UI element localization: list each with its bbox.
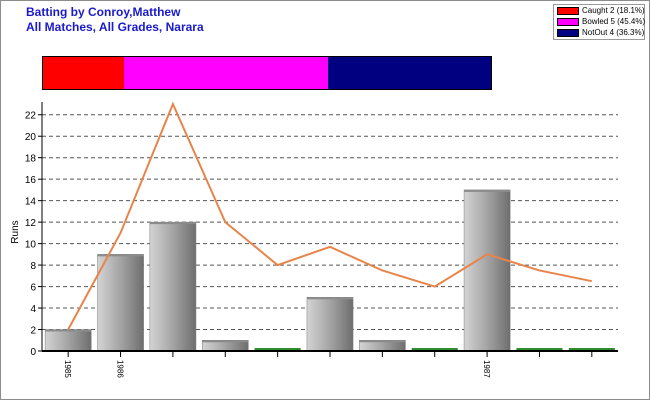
dismissal-segment-caught <box>43 57 125 89</box>
chart-subtitle: All Matches, All Grades, Narara <box>26 20 204 34</box>
bar <box>149 221 197 352</box>
bar <box>463 189 511 352</box>
legend-swatch-notout <box>557 28 579 37</box>
y-tick-label: 2 <box>30 326 36 337</box>
dismissal-segment-notout <box>328 57 491 89</box>
bar <box>44 329 92 352</box>
legend-swatch-bowled <box>557 17 579 26</box>
chart-title: Batting by Conroy,Matthew <box>26 5 181 19</box>
legend-label-caught: Caught 2 (18.1%) <box>582 6 645 15</box>
y-tick-label: 8 <box>30 261 36 272</box>
y-tick-label: 6 <box>30 283 36 294</box>
trend-line <box>67 101 593 330</box>
legend-item-caught: Caught 2 (18.1%) <box>557 6 645 16</box>
y-tick-label: 0 <box>30 347 36 358</box>
bar-zero <box>568 348 615 350</box>
bar-top-edge <box>306 297 354 300</box>
bar-zero <box>254 348 301 350</box>
legend-label-bowled: Bowled 5 (45.4%) <box>582 17 646 26</box>
legend-item-notout: NotOut 4 (36.3%) <box>557 28 644 38</box>
y-tick-label: 4 <box>30 304 36 315</box>
bar <box>306 297 354 352</box>
legend: Caught 2 (18.1%) Bowled 5 (45.4%) NotOut… <box>553 4 645 40</box>
y-tick-label: 22 <box>25 111 37 122</box>
legend-item-bowled: Bowled 5 (45.4%) <box>557 17 645 27</box>
bar <box>97 254 144 352</box>
y-axis-label: Runs <box>10 220 21 243</box>
y-tick-label: 10 <box>25 240 37 251</box>
y-tick-label: 12 <box>25 218 37 229</box>
x-tick-label: 1987 <box>482 360 491 378</box>
y-tick-label: 14 <box>25 197 37 208</box>
bar-top-edge <box>202 340 249 343</box>
legend-swatch-caught <box>557 6 579 15</box>
dismissal-distribution-bar <box>42 56 492 90</box>
y-tick-label: 16 <box>25 175 37 186</box>
bar-zero <box>516 348 563 350</box>
bar-top-edge <box>149 222 196 225</box>
y-tick-label: 20 <box>25 132 37 143</box>
bar-top-edge <box>97 254 144 257</box>
bar-top-edge <box>464 189 511 192</box>
x-tick-label: 1986 <box>116 360 125 378</box>
legend-label-notout: NotOut 4 (36.3%) <box>582 28 645 37</box>
bar-top-edge <box>359 340 406 343</box>
bar-top-edge <box>45 329 92 332</box>
y-tick-label: 18 <box>25 154 37 165</box>
bar-zero <box>411 348 458 350</box>
x-tick-label: 1985 <box>63 360 72 378</box>
dismissal-segment-bowled <box>124 57 329 89</box>
